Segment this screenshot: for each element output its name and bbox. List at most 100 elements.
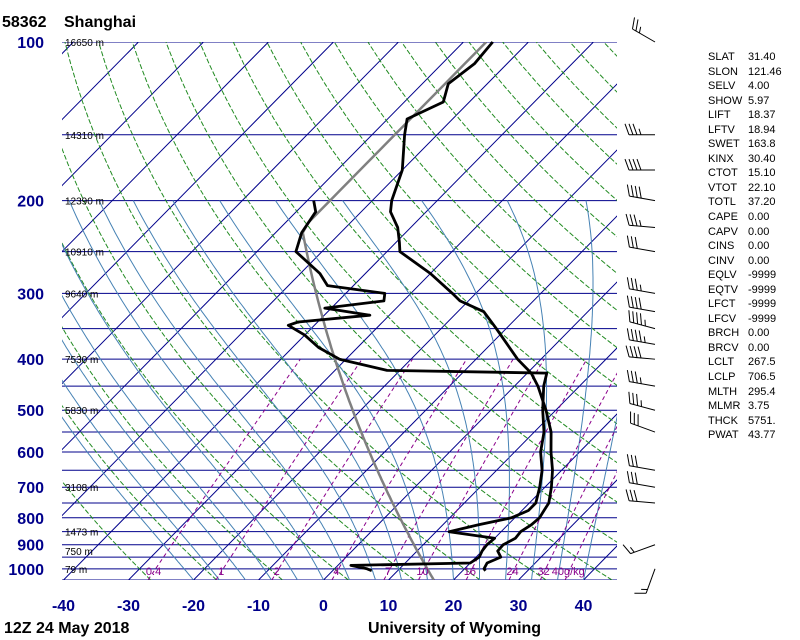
- index-value: 5751.: [748, 414, 776, 427]
- index-value: 706.5: [748, 371, 776, 384]
- wind-barb: [628, 310, 656, 330]
- wind-barb: [625, 213, 656, 229]
- index-value: 0.00: [748, 254, 770, 267]
- wind-barb: [634, 568, 656, 594]
- isotherm-line: [62, 42, 204, 187]
- mixing-ratio-label: 10: [416, 566, 428, 578]
- isotherm-line: [127, 83, 617, 580]
- sounding-profiles: [286, 41, 554, 572]
- wind-barb: [626, 328, 656, 345]
- index-value: -9999: [748, 298, 777, 311]
- index-key: LIFT: [708, 109, 731, 122]
- index-value: -9999: [748, 312, 777, 325]
- isotherm-line: [62, 42, 139, 121]
- height-label: 750 m: [65, 547, 93, 558]
- index-key: LFTV: [708, 123, 735, 136]
- index-key: LCLP: [708, 371, 736, 384]
- pressure-tick-label: 500: [17, 403, 44, 420]
- isotherm-line: [322, 281, 617, 580]
- height-label: 9640 m: [65, 289, 98, 300]
- mixing-ratio-line: [417, 358, 545, 580]
- dry-adiabat-line: [266, 42, 617, 425]
- moist-adiabat-line: [506, 200, 548, 580]
- index-key: LFCV: [708, 312, 737, 325]
- index-row: LFCV -9999: [708, 312, 798, 327]
- pressure-tick-label: 600: [17, 445, 44, 462]
- moist-adiabat-line: [62, 243, 298, 580]
- isotherm-line: [62, 42, 529, 517]
- index-value: 31.40: [748, 51, 776, 63]
- pressure-tick-label: 400: [17, 352, 44, 369]
- index-row: MLTH 295.4: [708, 385, 798, 400]
- temperature-tick-label: 30: [510, 598, 528, 615]
- index-key: LFCT: [708, 298, 736, 311]
- index-value: 4.00: [748, 80, 770, 93]
- index-key: TOTL: [708, 196, 736, 209]
- wind-barb: [626, 471, 656, 488]
- dry-adiabat-line: [300, 42, 617, 386]
- index-row: EQLV -9999: [708, 268, 798, 283]
- dewpoint-profile-line: [286, 200, 549, 572]
- temperature-tick-label: -40: [52, 598, 75, 615]
- temperature-tick-label: -20: [182, 598, 205, 615]
- index-row: CINS 0.00: [708, 239, 798, 254]
- index-row: LFCT -9999: [708, 297, 798, 312]
- mixing-ratio-label: 2: [274, 566, 280, 578]
- index-value: 3.75: [748, 400, 770, 413]
- height-label: 5830 m: [65, 406, 98, 417]
- index-key: SLON: [708, 65, 738, 78]
- index-row: PWAT 43.77: [708, 428, 798, 443]
- index-row: TOTL 37.20: [708, 195, 798, 210]
- height-label: 12390 m: [65, 197, 104, 208]
- index-key: SELV: [708, 80, 736, 93]
- wind-barb: [622, 544, 656, 555]
- moist-adiabat-line: [132, 200, 376, 580]
- index-row: BRCV 0.00: [708, 341, 798, 356]
- index-row: CINV 0.00: [708, 254, 798, 269]
- height-label: 1473 m: [65, 528, 98, 539]
- pressure-tick-label: 200: [17, 194, 44, 211]
- mixing-ratio-line: [564, 470, 617, 580]
- stability-indices-table: SLAT 31.40 SLON 121.46 SELV 4.00 SHOW 5.97 LIFT 1…: [708, 50, 798, 443]
- dry-adiabat-line: [333, 42, 617, 349]
- mixing-ratio-label: 32: [538, 566, 550, 578]
- index-value: 0.00: [748, 341, 770, 354]
- index-key: EQLV: [708, 269, 737, 282]
- index-row: SLON 121.46: [708, 65, 798, 80]
- temperature-tick-label: 40: [575, 598, 593, 615]
- index-value: 267.5: [748, 356, 776, 369]
- moist-adiabat-line: [98, 200, 350, 580]
- index-value: 0.00: [748, 327, 770, 340]
- wind-barb: [630, 411, 656, 433]
- height-label: 79 m: [65, 565, 87, 576]
- pressure-tick-label: 700: [17, 480, 44, 497]
- isotherm-line: [62, 42, 594, 580]
- wind-barb: [631, 17, 656, 43]
- index-key: BRCH: [708, 327, 740, 340]
- dry-adiabat-line: [199, 42, 617, 503]
- isotherm-line: [192, 149, 617, 580]
- index-key: CAPV: [708, 225, 738, 238]
- index-row: KINX 30.40: [708, 152, 798, 167]
- index-row: MLMR 3.75: [708, 399, 798, 414]
- index-value: 163.8: [748, 138, 776, 151]
- mixing-ratio-line: [271, 358, 413, 580]
- wind-barb: [626, 295, 656, 313]
- index-value: 0.00: [748, 211, 770, 224]
- index-value: 30.40: [748, 152, 776, 165]
- index-key: MLTH: [708, 385, 738, 398]
- moist-adiabat-line: [219, 200, 428, 580]
- pressure-tick-label: 100: [17, 35, 44, 52]
- index-row: VTOT 22.10: [708, 181, 798, 196]
- height-label: 7530 m: [65, 355, 98, 366]
- index-value: 121.46: [748, 65, 782, 78]
- moist-adiabat-line: [62, 339, 246, 580]
- index-row: SHOW 5.97: [708, 94, 798, 109]
- station-name: Shanghai: [64, 14, 136, 31]
- isotherm-line: [452, 413, 617, 580]
- standard-atmosphere-path: [301, 42, 488, 580]
- index-key: CINV: [708, 254, 735, 267]
- mixing-ratio-label: 7: [385, 566, 391, 578]
- moist-adiabat-line: [68, 200, 324, 580]
